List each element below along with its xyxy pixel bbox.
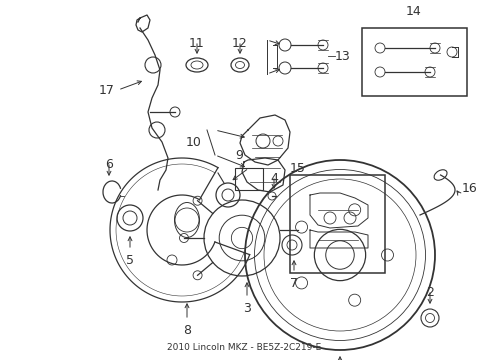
Text: 15: 15 [289,162,305,175]
Text: 2010 Lincoln MKZ - BE5Z-2C219-E: 2010 Lincoln MKZ - BE5Z-2C219-E [167,343,321,352]
Text: 14: 14 [406,5,421,18]
Text: 6: 6 [105,158,113,171]
Text: 16: 16 [461,181,477,194]
Bar [235,168,263,190]
Text: 7: 7 [289,277,297,290]
Bar [361,28,466,96]
Text: 11: 11 [189,37,204,50]
Text: 5: 5 [126,254,134,267]
Text: 10: 10 [186,135,202,148]
Text: 3: 3 [243,302,250,315]
Text: 9: 9 [235,149,243,162]
Text: 13: 13 [334,49,350,63]
Text: 4: 4 [269,172,277,185]
Text: 2: 2 [425,286,433,299]
Text: 8: 8 [183,324,191,337]
Text: 17: 17 [99,84,115,96]
Text: 12: 12 [232,37,247,50]
Bar [289,175,384,273]
